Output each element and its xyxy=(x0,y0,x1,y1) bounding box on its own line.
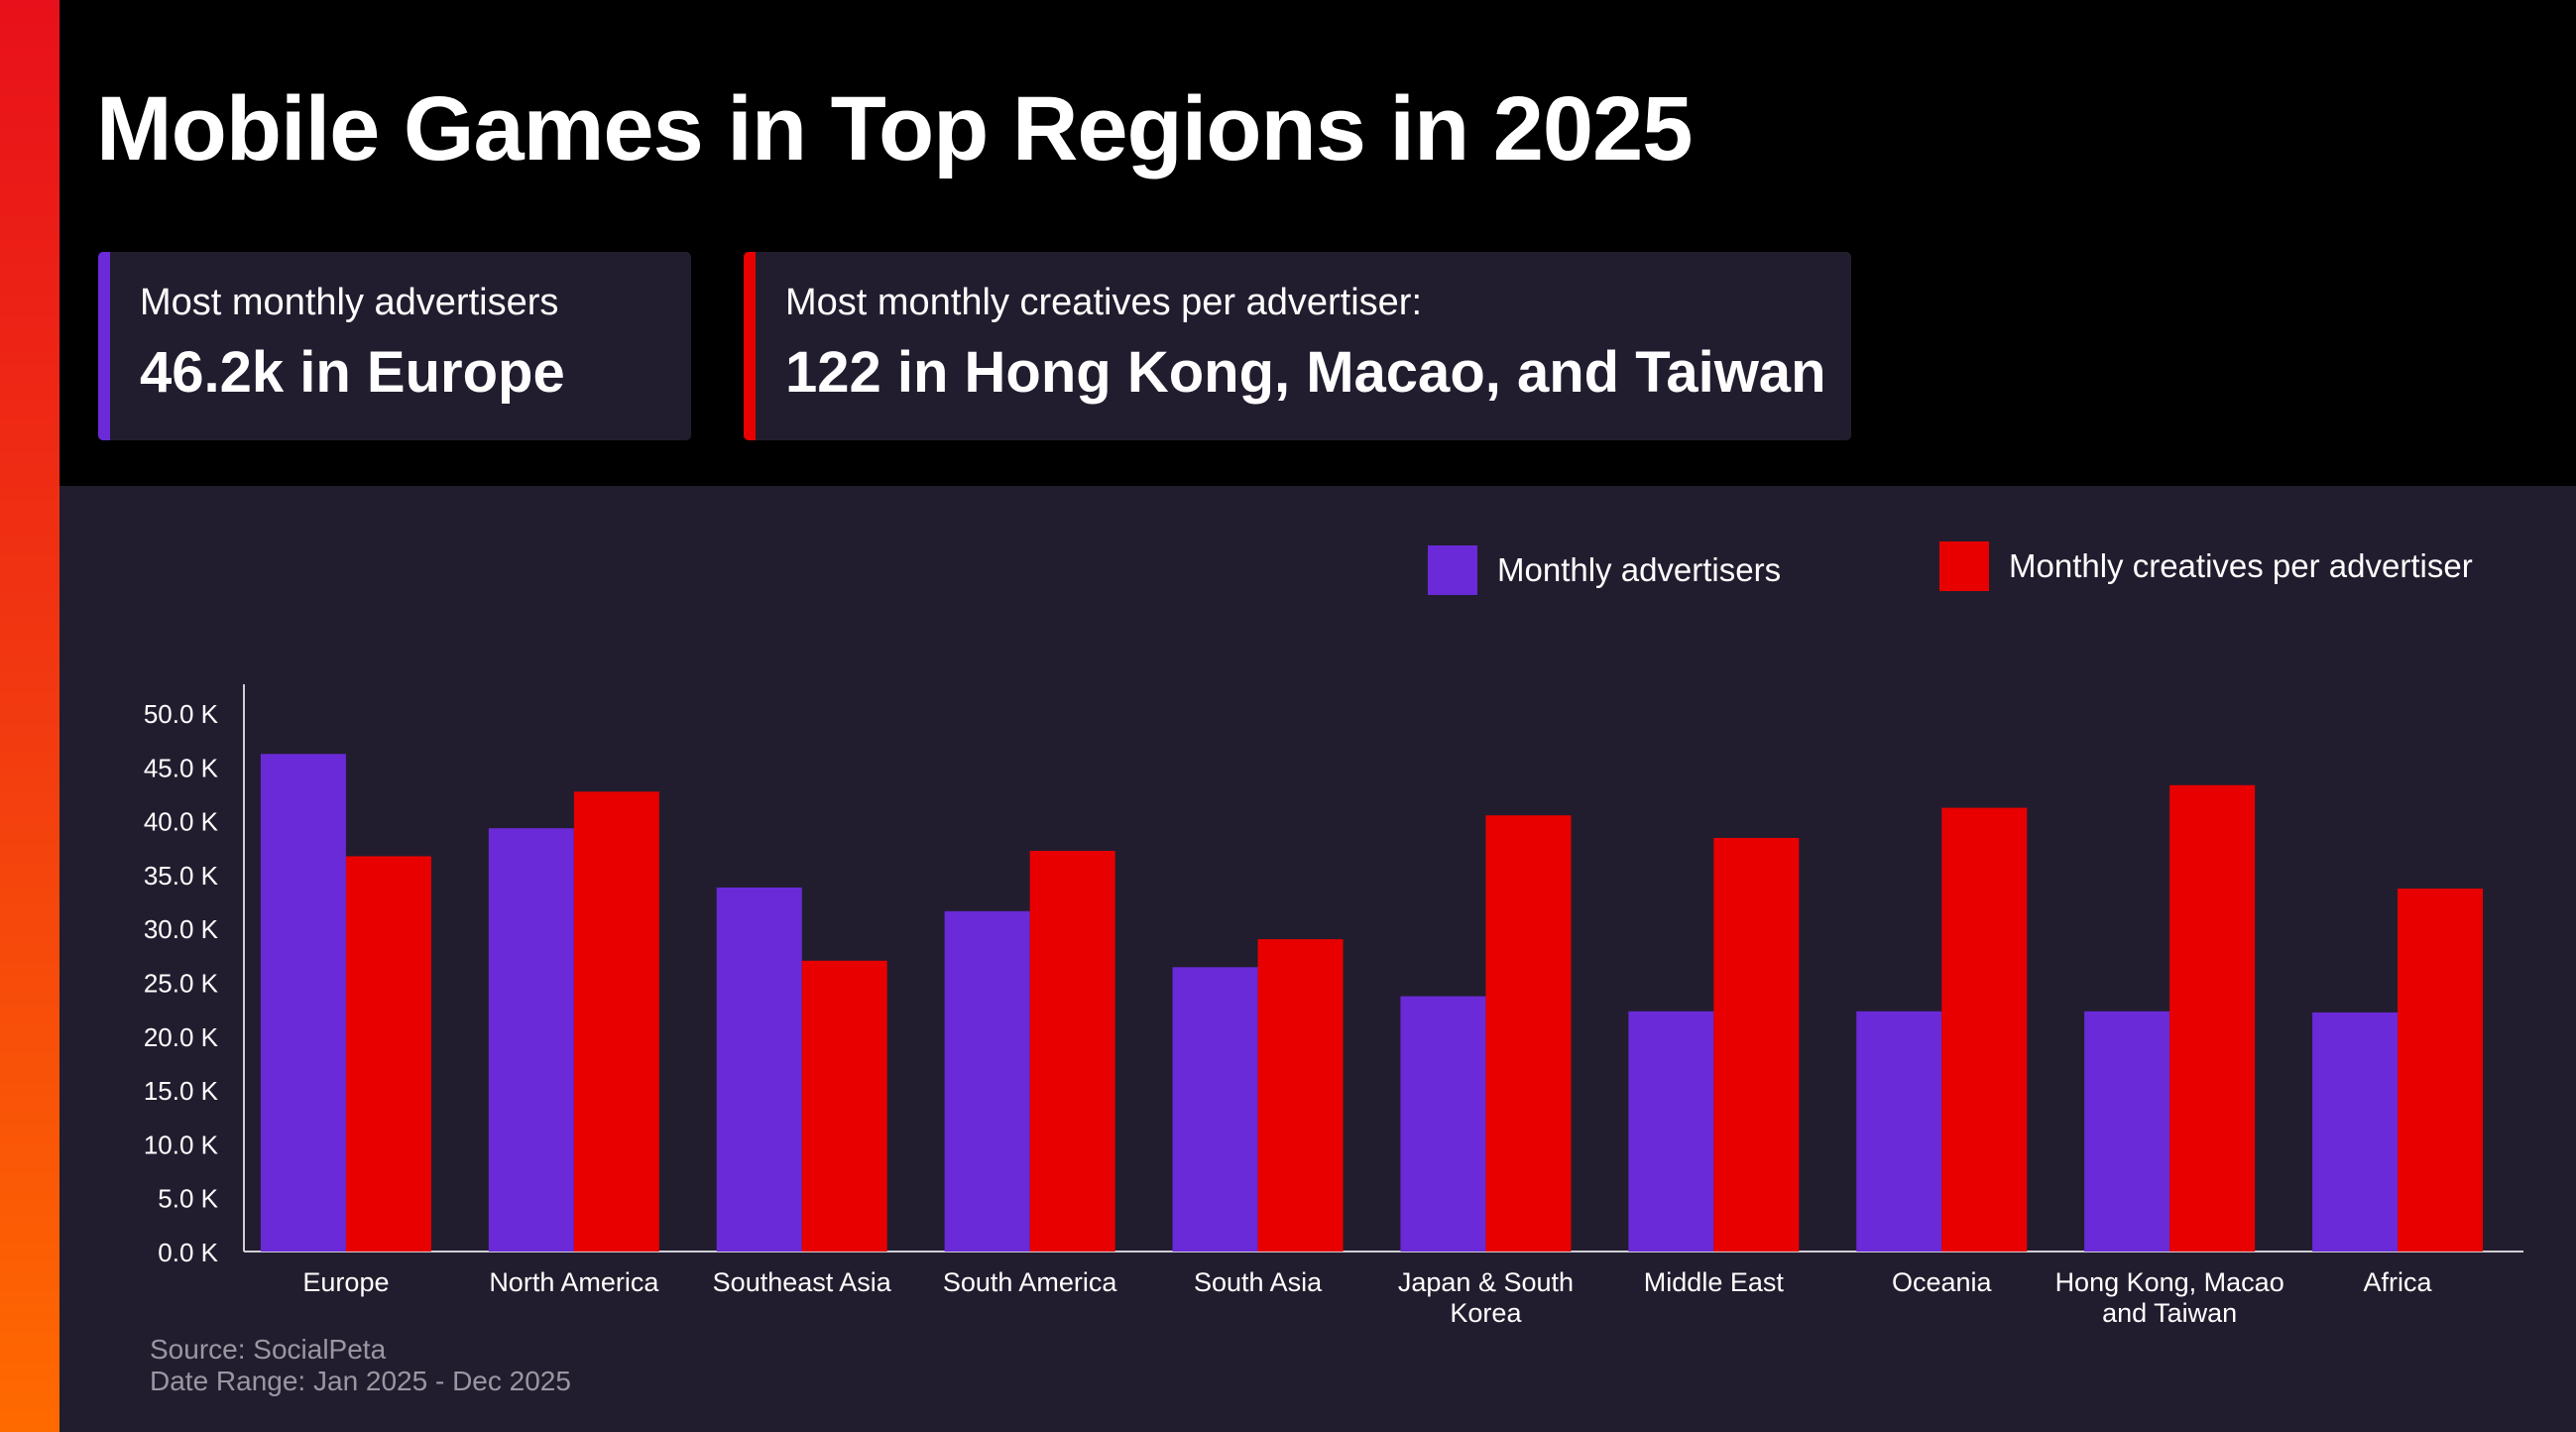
x-category-label: South America xyxy=(943,1267,1118,1297)
x-category-label: Europe xyxy=(302,1267,389,1297)
source-line: Source: SocialPeta xyxy=(150,1334,387,1365)
y-tick-label: 50.0 K xyxy=(144,699,219,729)
card-accent-bar xyxy=(744,252,756,440)
card-label: Most monthly creatives per advertiser: xyxy=(785,282,1423,323)
y-tick-label: 30.0 K xyxy=(144,914,219,944)
bar-monthly-advertisers xyxy=(260,754,346,1252)
y-tick-label: 5.0 K xyxy=(158,1184,218,1214)
bar-creatives-per-advertiser xyxy=(1713,837,1800,1252)
bar-creatives-per-advertiser xyxy=(573,791,659,1252)
bar-creatives-per-advertiser xyxy=(801,960,887,1252)
bar-monthly-advertisers xyxy=(1400,996,1486,1252)
bar-chart: 0.0 K 5.0 K 10.0 K 15.0 K 20.0 K 25.0 K 30.0 K… xyxy=(144,541,2523,1328)
y-tick-label: 0.0 K xyxy=(158,1238,218,1267)
bar-monthly-advertisers xyxy=(1172,967,1258,1252)
card-value: 46.2k in Europe xyxy=(140,340,565,405)
y-tick-label: 40.0 K xyxy=(144,807,219,837)
x-category-label: North America xyxy=(489,1267,659,1297)
y-tick-label: 35.0 K xyxy=(144,861,219,891)
bar-creatives-per-advertiser xyxy=(1257,939,1344,1252)
y-tick-label: 45.0 K xyxy=(144,753,219,782)
y-tick-label: 15.0 K xyxy=(144,1076,219,1106)
side-accent-stripe xyxy=(0,0,59,1432)
bar-monthly-advertisers xyxy=(716,887,802,1252)
bar-creatives-per-advertiser xyxy=(2398,889,2484,1252)
x-category-label: Middle East xyxy=(1644,1267,1785,1297)
x-category-label: Southeast Asia xyxy=(713,1267,892,1297)
x-category-label: Hong Kong, Macao and Taiwan xyxy=(2055,1267,2284,1328)
bar-creatives-per-advertiser xyxy=(1485,815,1572,1252)
page-title: Mobile Games in Top Regions in 2025 xyxy=(96,78,1693,179)
bar-monthly-advertisers xyxy=(1856,1011,1942,1252)
card-accent-bar xyxy=(98,252,110,440)
y-tick-label: 20.0 K xyxy=(144,1022,219,1052)
source-note: Source: SocialPeta Date Range: Jan 2025 … xyxy=(150,1334,571,1397)
bar-creatives-per-advertiser xyxy=(2169,784,2256,1252)
x-category-label: Africa xyxy=(2364,1267,2433,1297)
y-tick-label: 25.0 K xyxy=(144,969,219,999)
date-range-line: Date Range: Jan 2025 - Dec 2025 xyxy=(150,1366,571,1397)
chart-panel: 0.0 K 5.0 K 10.0 K 15.0 K 20.0 K 25.0 K 30.0 K… xyxy=(59,486,2576,1432)
y-tick-label: 10.0 K xyxy=(144,1130,219,1159)
bar-monthly-advertisers xyxy=(1628,1011,1714,1252)
card-label: Most monthly advertisers xyxy=(140,282,559,323)
legend-label: Monthly creatives per advertiser xyxy=(2009,547,2473,584)
stat-card-advertisers: Most monthly advertisers 46.2k in Europe xyxy=(98,252,691,440)
bar-monthly-advertisers xyxy=(2312,1012,2399,1252)
legend-swatch xyxy=(1428,545,1477,595)
bar-creatives-per-advertiser xyxy=(1941,807,2028,1252)
bar-monthly-advertisers xyxy=(944,910,1030,1252)
bar-creatives-per-advertiser xyxy=(1029,851,1115,1252)
stat-card-creatives: Most monthly creatives per advertiser: 1… xyxy=(744,252,1851,440)
bar-monthly-advertisers xyxy=(2084,1011,2170,1252)
x-category-label: Oceania xyxy=(1892,1267,1993,1297)
bar-monthly-advertisers xyxy=(488,828,574,1252)
legend-swatch xyxy=(1939,541,1989,591)
bar-creatives-per-advertiser xyxy=(345,856,431,1252)
x-category-label: Japan & South Korea xyxy=(1398,1267,1574,1328)
legend-label: Monthly advertisers xyxy=(1497,551,1781,588)
x-category-label: South Asia xyxy=(1194,1267,1323,1297)
card-value: 122 in Hong Kong, Macao, and Taiwan xyxy=(785,340,1826,405)
